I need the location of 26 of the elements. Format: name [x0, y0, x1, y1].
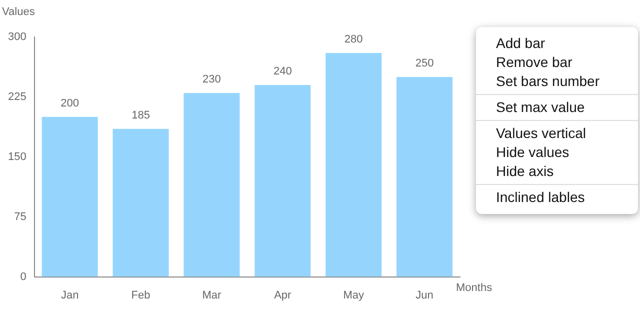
data-label: 230	[202, 73, 221, 86]
y-tick-label: 300	[8, 31, 26, 44]
data-label: 185	[132, 109, 150, 122]
x-tick-label: Apr	[274, 289, 292, 302]
x-tick-label: Feb	[131, 289, 150, 302]
data-label: 200	[60, 97, 80, 110]
y-tick-label: 225	[8, 90, 26, 103]
x-tick-label: Jan	[60, 289, 79, 302]
y-axis-title: Values	[2, 6, 36, 18]
x-tick-label: May	[343, 289, 364, 302]
data-label: 240	[273, 65, 292, 78]
bar	[112, 128, 169, 277]
bar	[254, 84, 311, 277]
data-label: 280	[344, 34, 363, 46]
data-label: 250	[415, 58, 434, 70]
x-tick-label: Mar	[202, 289, 222, 302]
y-tick-label: 150	[8, 150, 26, 163]
x-tick-label: Jun	[416, 289, 434, 302]
y-tick-label: 75	[14, 210, 26, 223]
bar	[396, 76, 453, 277]
x-axis-title: Months	[456, 282, 493, 294]
bar	[326, 52, 382, 277]
bar	[184, 92, 240, 277]
context-menu: Add bar Remove bar Set bars number Set max value Values vertical Hide values Hide axis Inclined lables	[476, 27, 638, 214]
bar	[42, 116, 98, 277]
y-tick-label: 0	[20, 270, 26, 283]
